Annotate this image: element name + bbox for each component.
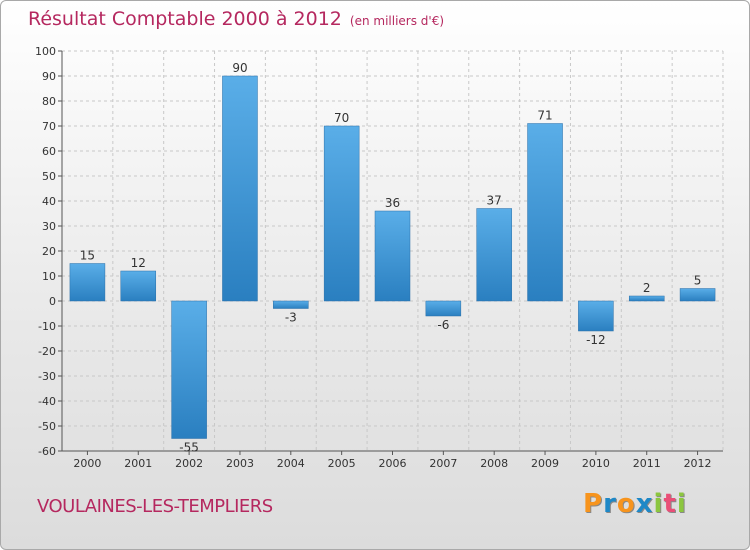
- value-label-2003: 90: [232, 61, 247, 75]
- value-label-2009: 71: [537, 109, 552, 123]
- axis-layer: 1009080706050403020100-10-20-30-40-50-60…: [35, 45, 723, 470]
- logo-letter: t: [663, 489, 677, 519]
- value-label-2001: 12: [131, 256, 146, 270]
- x-tick-label-2011: 2011: [633, 457, 661, 470]
- logo-letter: x: [635, 489, 654, 519]
- y-tick-label: 90: [42, 70, 56, 83]
- x-tick-label-2007: 2007: [429, 457, 457, 470]
- x-tick-label-2008: 2008: [480, 457, 508, 470]
- chart-subtitle: (en milliers d'€): [349, 14, 445, 28]
- x-tick-label-2010: 2010: [582, 457, 610, 470]
- y-tick-label: 40: [42, 195, 56, 208]
- value-label-2007: -6: [437, 318, 449, 332]
- y-tick-label: 50: [42, 170, 56, 183]
- y-tick-label: -10: [38, 320, 56, 333]
- x-tick-label-2012: 2012: [684, 457, 712, 470]
- logo-letter: i: [676, 489, 687, 519]
- y-tick-label: 100: [35, 45, 56, 58]
- bar-2008: [476, 208, 512, 302]
- value-label-2010: -12: [586, 333, 606, 347]
- label-layer: 15 12 -55 90 -3 70 36 -6 37 71 -12 2 5: [80, 61, 702, 455]
- bar-2002: [171, 300, 207, 439]
- y-tick-label: -40: [38, 395, 56, 408]
- bar-2003: [222, 75, 258, 302]
- logo-letter: P: [583, 489, 604, 519]
- value-label-2012: 5: [694, 274, 702, 288]
- y-tick-label: 20: [42, 245, 56, 258]
- bar-2001: [120, 270, 157, 302]
- bar-2011: [628, 295, 665, 302]
- bar-2004: [273, 300, 309, 309]
- x-tick-label-2001: 2001: [124, 457, 152, 470]
- y-tick-label: 0: [49, 295, 56, 308]
- y-tick-label: -60: [38, 445, 56, 458]
- y-tick-label: -20: [38, 345, 56, 358]
- y-tick-label: 60: [42, 145, 56, 158]
- x-tick-label-2000: 2000: [73, 457, 101, 470]
- y-tick-label: 80: [42, 95, 56, 108]
- x-tick-label-2009: 2009: [531, 457, 559, 470]
- value-label-2011: 2: [643, 281, 651, 295]
- chart-title: Résultat Comptable 2000 à 2012: [28, 8, 342, 30]
- bar-2010: [578, 300, 614, 332]
- logo-letter: o: [616, 489, 636, 519]
- title-block: Résultat Comptable 2000 à 2012 (en millie…: [28, 8, 444, 30]
- bar-layer: [69, 75, 716, 439]
- value-label-2006: 36: [385, 196, 400, 210]
- bar-2009: [527, 123, 563, 302]
- value-label-2000: 15: [80, 249, 95, 263]
- y-tick-label: -30: [38, 370, 56, 383]
- y-tick-label: -50: [38, 420, 56, 433]
- proxiti-logo: Proxiti: [583, 489, 687, 519]
- value-label-2002: -55: [179, 441, 199, 455]
- y-tick-label: 30: [42, 220, 56, 233]
- x-tick-label-2002: 2002: [175, 457, 203, 470]
- bar-2006: [374, 210, 411, 302]
- value-label-2004: -3: [285, 311, 297, 325]
- city-name: VOULAINES-LES-TEMPLIERS: [37, 496, 273, 517]
- y-tick-label: 70: [42, 120, 56, 133]
- bar-2000: [69, 263, 106, 302]
- x-tick-label-2004: 2004: [277, 457, 305, 470]
- x-tick-label-2005: 2005: [328, 457, 356, 470]
- bar-2005: [323, 125, 360, 302]
- x-tick-label-2003: 2003: [226, 457, 254, 470]
- logo-letter: r: [603, 489, 617, 519]
- value-label-2008: 37: [487, 194, 502, 208]
- value-label-2005: 70: [334, 111, 349, 125]
- y-tick-label: 10: [42, 270, 56, 283]
- logo-letter: i: [653, 489, 664, 519]
- bar-2012: [679, 288, 716, 302]
- x-tick-label-2006: 2006: [379, 457, 407, 470]
- bar-2007: [425, 300, 462, 317]
